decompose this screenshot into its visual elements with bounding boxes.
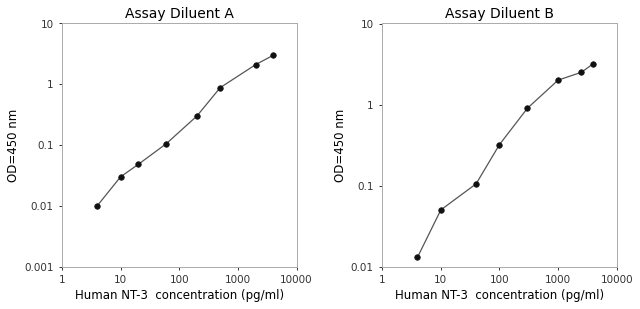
Title: Assay Diluent A: Assay Diluent A bbox=[125, 7, 234, 21]
X-axis label: Human NT-3  concentration (pg/ml): Human NT-3 concentration (pg/ml) bbox=[75, 289, 284, 302]
X-axis label: Human NT-3  concentration (pg/ml): Human NT-3 concentration (pg/ml) bbox=[395, 289, 604, 302]
Y-axis label: OD=450 nm: OD=450 nm bbox=[333, 108, 347, 182]
Y-axis label: OD=450 nm: OD=450 nm bbox=[7, 108, 20, 182]
Title: Assay Diluent B: Assay Diluent B bbox=[445, 7, 554, 21]
